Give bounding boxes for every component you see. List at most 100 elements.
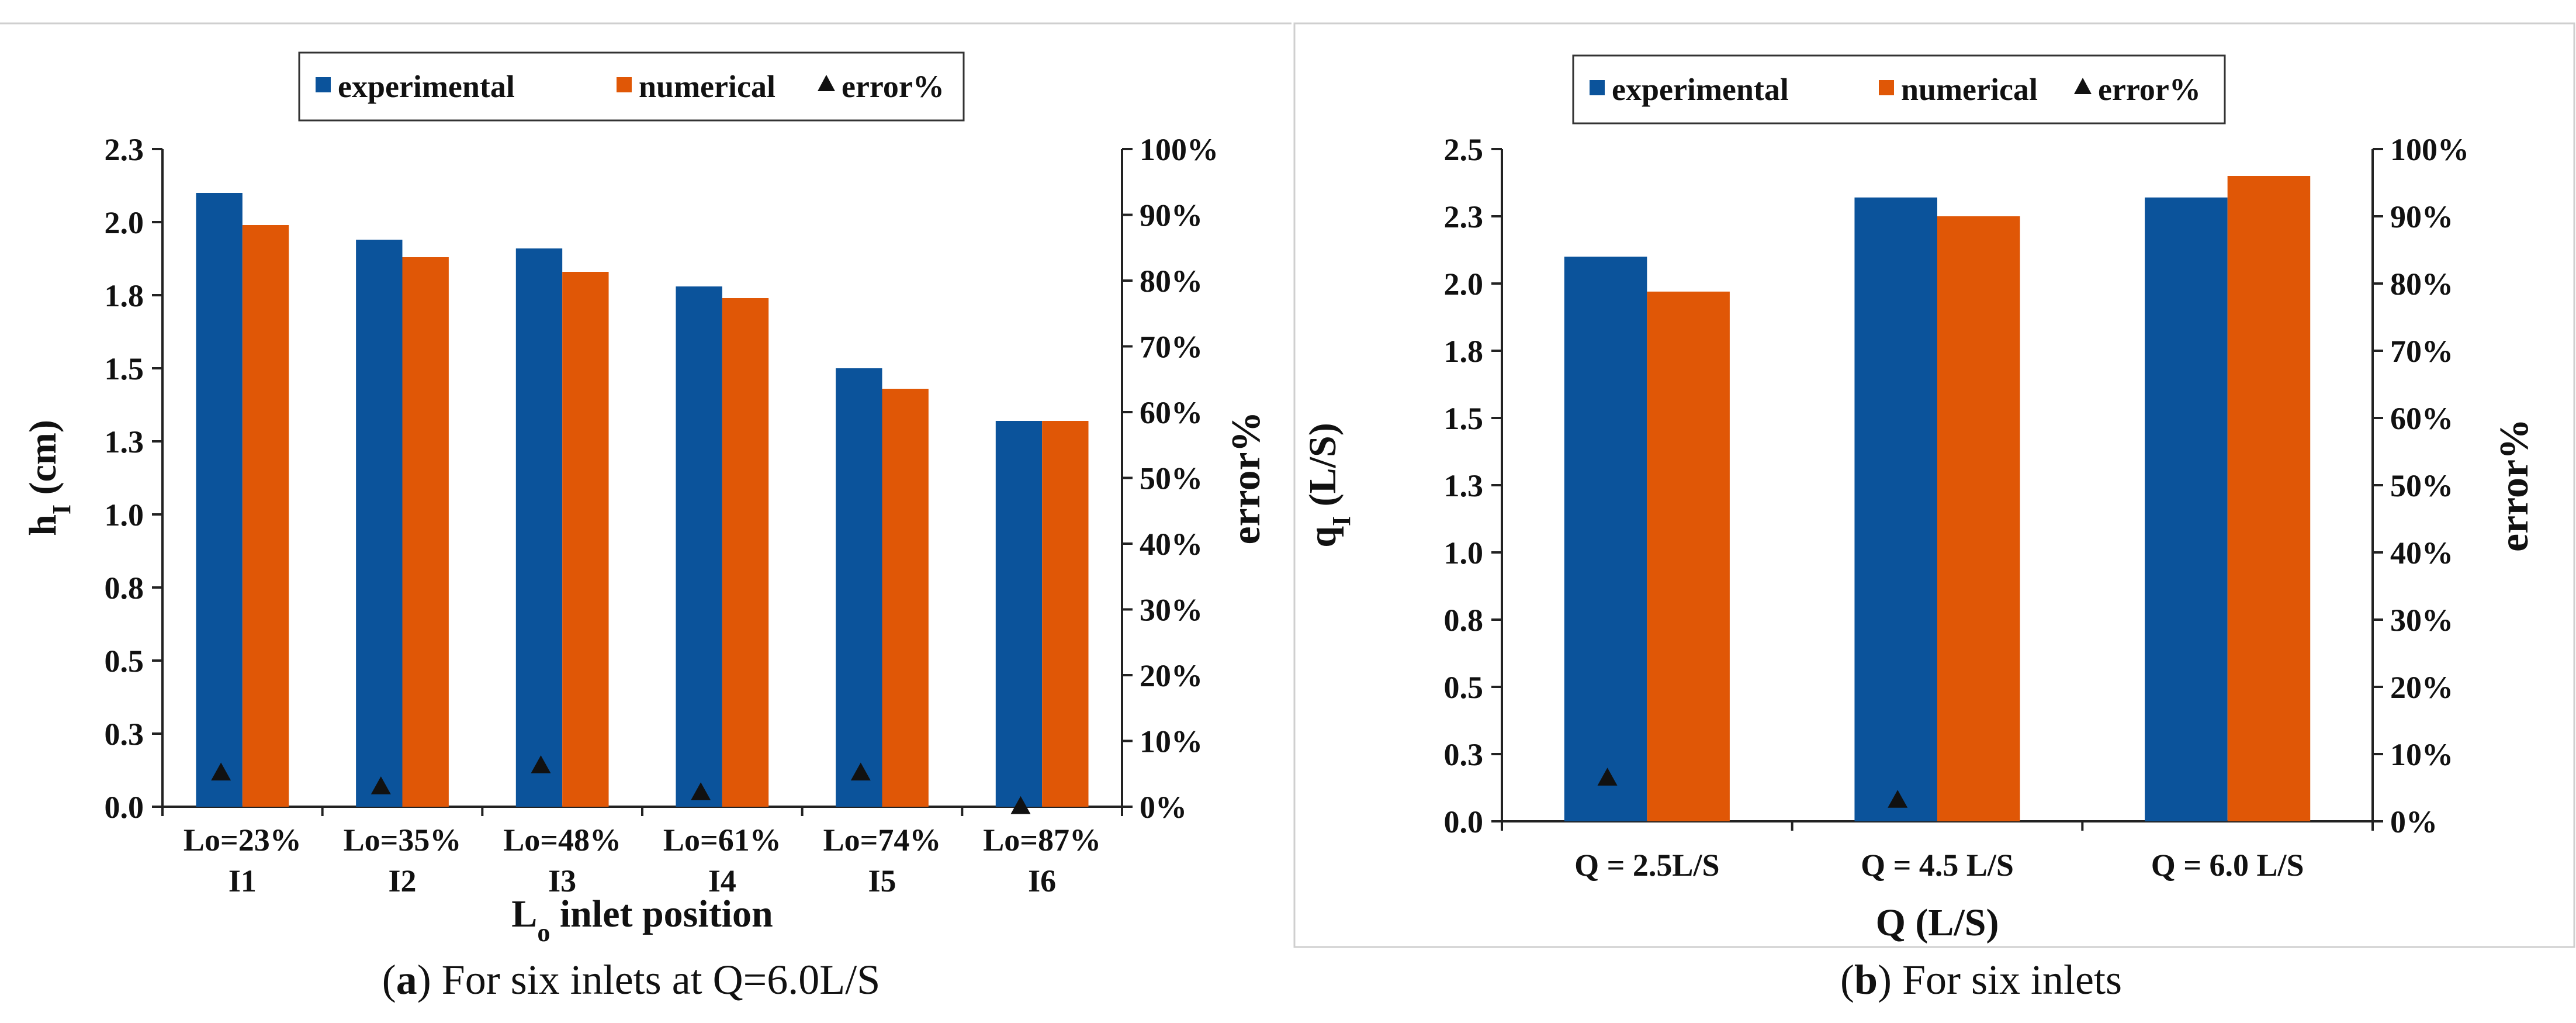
y-tick-label: 1.0 [1444,535,1484,571]
y2-axis-title: error% [2492,419,2537,552]
y-tick-label: 0.0 [1444,804,1484,839]
y-tick-label: 1.5 [105,351,144,386]
error-marker [1010,796,1031,814]
bar-numerical [2227,176,2311,821]
y-tick-label: 1.0 [105,497,144,533]
x-tick-label: Lo=87% [983,822,1101,858]
error-marker [531,755,551,773]
bar-experimental [2145,197,2228,821]
bar-numerical [242,225,289,807]
y2-tick-label: 100% [2390,132,2469,167]
y2-tick-label: 40% [2390,535,2453,571]
x-tick-label: I1 [228,863,257,898]
legend-label-error: error% [842,69,944,104]
legend-box [1572,54,2226,125]
bar-experimental [1854,197,1937,821]
y2-tick-label: 0% [2390,804,2437,839]
y-tick-label: 2.5 [1444,132,1484,167]
y-tick-label: 0.5 [105,644,144,679]
y-tick-label: 0.3 [1444,737,1484,772]
legend-label-experimental: experimental [1612,72,1789,107]
bar-experimental [356,240,403,807]
legend-swatch-numerical [617,77,632,92]
panel-border [1293,22,2575,948]
legend-label-experimental: experimental [338,69,515,104]
x-tick-label: Q = 6.0 L/S [2151,848,2304,883]
y2-tick-label: 60% [2390,401,2453,436]
y-tick-label: 1.8 [105,278,144,313]
legend-label-error: error% [2098,72,2201,107]
x-tick-label: Q = 4.5 L/S [1861,848,2014,883]
y-tick-label: 1.3 [1444,468,1484,503]
y2-tick-label: 30% [1140,593,1203,628]
bar-experimental [676,286,722,807]
y2-tick-label: 80% [2390,267,2453,302]
legend-label-numerical: numerical [639,69,775,104]
y-axis-title: hI (cm) [22,420,76,536]
x-tick-label: Lo=35% [344,822,462,858]
bar-numerical [402,257,449,807]
caption-b: (b) For six inlets [1840,956,2123,1003]
x-tick-label: I3 [548,863,576,898]
y-tick-label: 2.0 [105,205,144,240]
y-tick-label: 0.5 [1444,670,1484,705]
error-marker [1597,768,1618,786]
y2-tick-label: 10% [1140,724,1203,759]
bar-experimental [836,368,882,807]
chart-panel-b: 0.0 0.3 0.5 0.8 1.0 1.3 1.5 1.8 2.0 2.3 2.5 0% 10% 20… [1293,22,2575,948]
legend-marker-error [818,75,835,91]
bar-numerical [722,298,769,807]
y2-tick-label: 70% [1140,330,1203,365]
bar-experimental [1564,257,1647,821]
y2-axis-title: error% [1224,411,1269,544]
bar-numerical [562,272,609,807]
error-marker [850,762,871,781]
y-tick-label: 2.3 [1444,199,1484,234]
y-tick-label: 2.3 [105,132,144,167]
x-tick-label: Lo=48% [503,822,621,858]
bar-experimental [196,193,243,807]
y-tick-label: 1.3 [105,424,144,459]
legend-swatch-experimental [1590,80,1605,95]
y-tick-label: 0.8 [1444,603,1484,638]
y2-tick-label: 50% [2390,468,2453,503]
x-tick-label: Lo=61% [663,822,781,858]
x-tick-label: Lo=23% [183,822,302,858]
y-tick-label: 1.5 [1444,401,1484,436]
y-tick-label: 0.8 [105,571,144,606]
y2-tick-label: 50% [1140,461,1203,496]
y2-tick-label: 60% [1140,395,1203,430]
bar-numerical [1647,291,1730,821]
y2-tick-label: 0% [1140,790,1187,825]
y2-tick-label: 70% [2390,334,2453,369]
y2-tick-label: 90% [2390,199,2453,234]
x-tick-label: I2 [388,863,416,898]
legend-swatch-experimental [316,77,331,92]
y2-tick-label: 90% [1140,198,1203,233]
bar-numerical [882,389,929,807]
y2-tick-label: 10% [2390,737,2453,772]
x-tick-label: I6 [1028,863,1056,898]
x-tick-label: I4 [708,863,736,898]
y-tick-label: 1.8 [1444,334,1484,369]
y-tick-label: 0.3 [105,717,144,752]
y-tick-label: 0.0 [105,790,144,825]
y2-tick-label: 30% [2390,603,2453,638]
legend-swatch-numerical [1879,80,1894,95]
legend-marker-error [2074,78,2092,94]
bar-numerical [1937,216,2020,821]
y2-tick-label: 40% [1140,527,1203,562]
caption-a: (a) For six inlets at Q=6.0L/S [382,956,881,1003]
chart-panel-a: 0.0 0.3 0.5 0.8 1.0 1.3 1.5 1.8 2.0 2.3 0% 10% 20% 30… [0,22,1292,947]
bar-numerical [1042,421,1089,807]
y2-tick-label: 80% [1140,264,1203,299]
error-marker [211,762,231,781]
y2-tick-label: 100% [1140,132,1218,167]
legend-label-numerical: numerical [1901,72,2038,107]
error-marker [1888,790,1908,808]
y-axis-title: qI (L/S) [1301,423,1356,547]
bar-experimental [995,421,1043,807]
bar-experimental [515,248,563,807]
error-marker [371,776,391,794]
